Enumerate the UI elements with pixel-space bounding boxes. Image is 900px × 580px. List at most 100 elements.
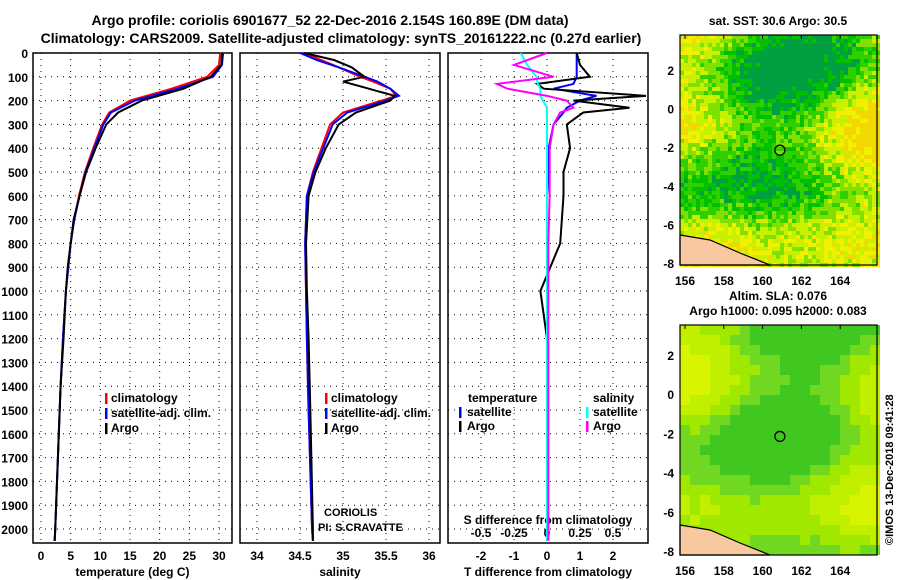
map-cell — [828, 187, 832, 191]
map-cell — [680, 123, 684, 127]
map-cell — [730, 465, 740, 475]
map-cell — [868, 151, 872, 155]
map-cell — [808, 59, 812, 63]
map-cell — [776, 231, 780, 235]
map-cell — [736, 87, 740, 91]
map-cell — [840, 227, 844, 231]
map-cell — [700, 395, 710, 405]
map-cell — [820, 175, 824, 179]
map-cell — [784, 51, 788, 55]
map-cell — [690, 415, 700, 425]
map-cell — [820, 83, 824, 87]
map-cell — [740, 103, 744, 107]
map-cell — [772, 103, 776, 107]
map-cell — [790, 435, 800, 445]
map-cell — [840, 495, 850, 505]
map-cell — [804, 243, 808, 247]
map-cell — [764, 155, 768, 159]
map-cell — [864, 139, 868, 143]
map-cell — [844, 179, 848, 183]
map-cell — [836, 259, 840, 263]
map-cell — [824, 179, 828, 183]
lat-tick-label: -6 — [663, 218, 674, 232]
map-cell — [712, 67, 716, 71]
map-cell — [790, 495, 800, 505]
salinity-x-tick-label: 35 — [336, 549, 350, 563]
map-cell — [868, 223, 872, 227]
map-cell — [680, 227, 684, 231]
map-cell — [812, 111, 816, 115]
map-cell — [756, 127, 760, 131]
map-cell — [784, 47, 788, 51]
map-cell — [800, 465, 810, 475]
map-cell — [720, 239, 724, 243]
map-cell — [728, 151, 732, 155]
map-cell — [812, 235, 816, 239]
map-cell — [868, 111, 872, 115]
map-cell — [750, 515, 760, 525]
map-cell — [710, 375, 720, 385]
map-cell — [776, 43, 780, 47]
map-cell — [748, 35, 752, 39]
map-cell — [724, 119, 728, 123]
map-cell — [844, 219, 848, 223]
map-cell — [748, 251, 752, 255]
map-cell — [768, 207, 772, 211]
map-cell — [740, 59, 744, 63]
map-cell — [680, 219, 684, 223]
map-cell — [832, 167, 836, 171]
map-cell — [844, 199, 848, 203]
map-cell — [850, 535, 860, 545]
map-cell — [764, 143, 768, 147]
map-cell — [828, 83, 832, 87]
temperature-x-axis-label: temperature (deg C) — [75, 565, 189, 579]
map-cell — [820, 123, 824, 127]
map-cell — [820, 55, 824, 59]
map-cell — [740, 365, 750, 375]
map-cell — [808, 71, 812, 75]
map-cell — [804, 55, 808, 59]
map-cell — [780, 515, 790, 525]
map-cell — [792, 227, 796, 231]
map-cell — [860, 425, 870, 435]
map-cell — [784, 155, 788, 159]
map-cell — [820, 385, 830, 395]
map-cell — [780, 159, 784, 163]
map-cell — [688, 115, 692, 119]
map-cell — [776, 183, 780, 187]
map-cell — [872, 111, 876, 115]
map-cell — [820, 183, 824, 187]
map-cell — [728, 171, 732, 175]
map-cell — [868, 179, 872, 183]
map-cell — [848, 227, 852, 231]
map-cell — [688, 203, 692, 207]
map-cell — [772, 159, 776, 163]
map-cell — [760, 103, 764, 107]
map-cell — [870, 455, 880, 465]
map-cell — [684, 147, 688, 151]
map-cell — [804, 35, 808, 39]
map-cell — [812, 223, 816, 227]
map-cell — [824, 167, 828, 171]
map-cell — [684, 183, 688, 187]
map-cell — [856, 115, 860, 119]
map-cell — [828, 155, 832, 159]
map-cell — [708, 91, 712, 95]
map-cell — [740, 155, 744, 159]
map-cell — [692, 175, 696, 179]
map-cell — [864, 219, 868, 223]
map-cell — [848, 123, 852, 127]
map-cell — [740, 207, 744, 211]
map-cell — [724, 67, 728, 71]
map-cell — [728, 127, 732, 131]
map-cell — [708, 175, 712, 179]
map-cell — [796, 235, 800, 239]
map-cell — [696, 35, 700, 39]
map-cell — [848, 187, 852, 191]
map-cell — [796, 215, 800, 219]
map-cell — [724, 107, 728, 111]
map-cell — [716, 191, 720, 195]
map-cell — [770, 455, 780, 465]
map-cell — [808, 223, 812, 227]
map-cell — [868, 107, 872, 111]
